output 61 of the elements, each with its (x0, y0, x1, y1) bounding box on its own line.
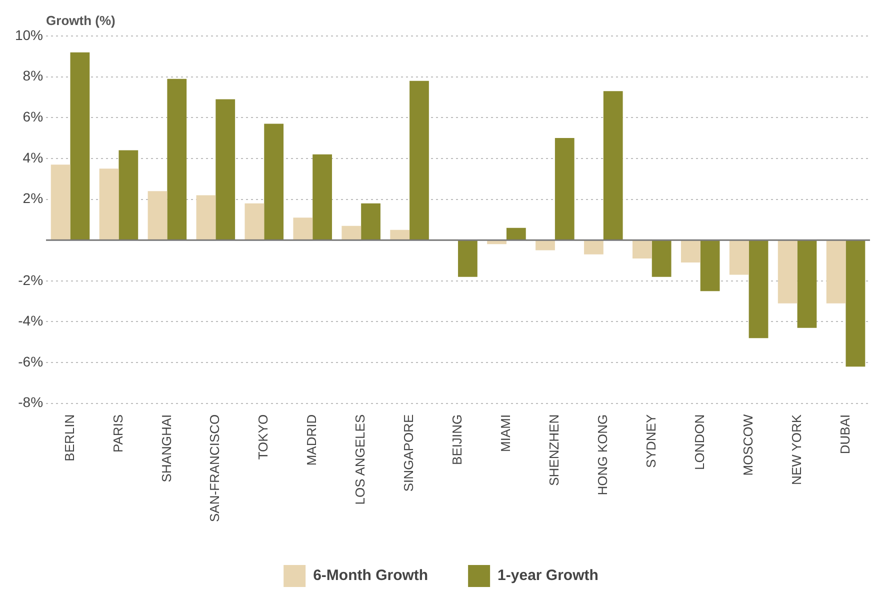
x-tick-label: MIAMI (498, 414, 514, 452)
bar (554, 138, 574, 240)
bar (342, 226, 362, 240)
bar (458, 240, 478, 277)
x-tick-label: SHANGHAI (158, 414, 174, 482)
x-tick-label: HONG KONG (594, 414, 610, 496)
y-tick-label: 6% (22, 108, 44, 124)
bar (729, 240, 749, 275)
bar (603, 91, 623, 240)
bar (652, 240, 672, 277)
x-tick-label: DUBAI (837, 414, 852, 454)
bar (312, 154, 332, 240)
legend-label: 1-year Growth (498, 567, 598, 584)
bar (244, 203, 264, 240)
bar (846, 240, 866, 367)
bar (506, 228, 526, 240)
bar (196, 195, 216, 240)
bar (536, 240, 555, 250)
x-tick-label: LONDON (692, 414, 707, 470)
bar (778, 240, 798, 304)
x-tick-label: LOS ANGELES (352, 414, 368, 505)
x-tick-label: SHENZHEN (546, 414, 562, 486)
bar (797, 240, 817, 328)
bar (293, 218, 313, 240)
bar (70, 52, 90, 240)
y-tick-label: 10% (14, 26, 44, 43)
bar (748, 240, 768, 338)
bar (264, 124, 284, 240)
y-axis-title: Growth (%) (46, 13, 116, 28)
bar (216, 99, 236, 240)
y-tick-label: -8% (18, 394, 44, 410)
bar (118, 150, 138, 240)
bar (632, 240, 652, 258)
bar (361, 203, 380, 240)
bar (50, 164, 70, 240)
bar (584, 240, 604, 254)
bar (680, 240, 700, 263)
x-tick-label: SYDNEY (643, 414, 658, 468)
legend-label: 6-Month Growth (313, 567, 428, 584)
y-tick-label: 2% (22, 190, 44, 206)
x-tick-label: MADRID (304, 414, 320, 466)
x-tick-label: SAN-FRANCISCO (207, 414, 222, 522)
bar (167, 78, 187, 240)
y-tick-label: 8% (22, 68, 44, 84)
bar (99, 168, 119, 240)
x-tick-label: MOSCOW (740, 414, 756, 476)
bar (390, 230, 410, 240)
x-tick-label: BEIJING (450, 414, 465, 465)
bar (826, 240, 846, 304)
bar (410, 80, 429, 240)
x-tick-label: PARIS (110, 414, 126, 452)
bar (148, 191, 168, 240)
x-tick-label: SINGAPORE (401, 414, 416, 492)
x-tick-label: BERLIN (62, 414, 77, 462)
x-tick-label: TOKYO (256, 414, 271, 460)
y-tick-label: 4% (22, 149, 44, 166)
y-tick-label: -6% (18, 353, 44, 370)
bar (700, 240, 720, 292)
x-tick-label: NEW YORK (788, 414, 804, 485)
y-tick-label: -2% (18, 272, 44, 288)
y-tick-label: -4% (18, 312, 44, 329)
